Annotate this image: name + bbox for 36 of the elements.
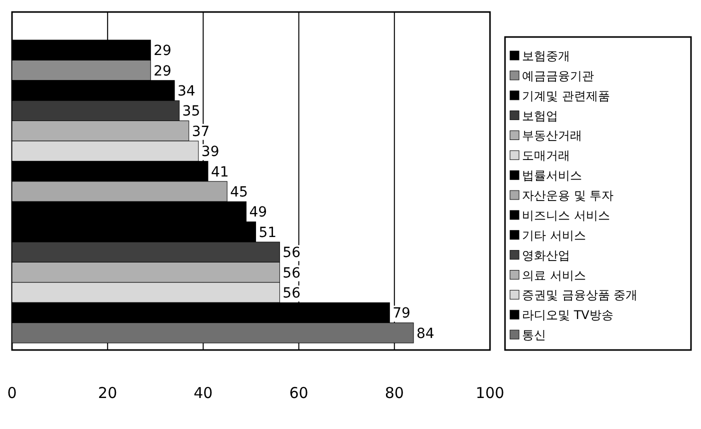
data-label: 29 (154, 63, 172, 80)
legend-label: 영화산업 (522, 248, 570, 262)
data-label: 37 (192, 124, 210, 140)
data-label: 41 (210, 164, 229, 180)
legend-label: 보험중개 (522, 49, 570, 63)
legend-label: 라디오및 TV방송 (522, 308, 614, 322)
x-tick-label: 100 (476, 384, 504, 402)
x-tick-label: 60 (289, 384, 308, 402)
data-label: 39 (201, 144, 220, 160)
data-label: 56 (282, 245, 301, 262)
legend-label: 자산운용 및 투자 (522, 188, 614, 203)
legend-label: 기타 서비스 (522, 228, 586, 242)
x-tick-label: 80 (384, 384, 404, 402)
data-label: 79 (392, 306, 410, 322)
legend-label: 증권및 금융상품 중개 (522, 288, 638, 302)
data-label: 49 (249, 204, 268, 221)
legend-label: 도매거래 (522, 148, 570, 163)
data-label: 51 (258, 224, 277, 241)
legend-label: 법률서비스 (522, 168, 582, 183)
x-tick-label: 40 (194, 384, 213, 402)
legend-label: 통신 (522, 328, 546, 342)
legend-label: 의료 서비스 (522, 268, 586, 282)
legend-label: 비즈니스 서비스 (522, 208, 610, 222)
data-label: 56 (282, 286, 301, 302)
data-label: 56 (282, 265, 301, 282)
legend-label: 기계및 관련제품 (522, 88, 610, 103)
data-label: 29 (154, 43, 172, 60)
legend-label: 보험업 (522, 108, 558, 123)
data-label: 35 (182, 104, 200, 120)
x-tick-label: 0 (7, 384, 17, 402)
legend-label: 부동산거래 (522, 128, 582, 143)
legend-label: 예금금융기관 (522, 68, 594, 83)
data-label: 84 (416, 326, 434, 342)
x-tick-label: 20 (98, 384, 118, 402)
data-label: 34 (178, 84, 196, 100)
data-label: 45 (230, 184, 248, 200)
